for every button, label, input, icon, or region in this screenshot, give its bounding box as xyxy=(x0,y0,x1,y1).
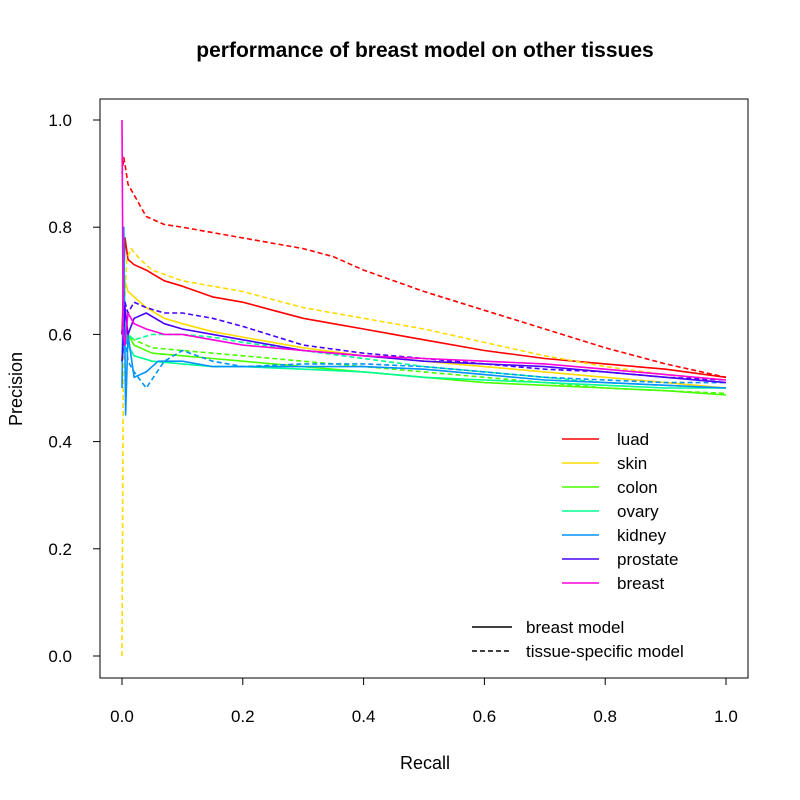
x-tick-label: 0.4 xyxy=(352,707,376,726)
series-line-kidney-breast-model xyxy=(121,226,727,416)
series-line-skin-breast-model xyxy=(121,279,727,389)
chart-title: performance of breast model on other tis… xyxy=(196,39,653,62)
legend-label-ovary: ovary xyxy=(617,502,659,521)
legend-label-colon: colon xyxy=(617,478,658,497)
series-line-prostate-tissue-specific xyxy=(121,301,727,381)
series-line-ovary-tissue-specific xyxy=(121,322,727,389)
legend: luad skin colon ovary kidney prostate breast br… xyxy=(472,430,684,661)
y-tick-label: 1.0 xyxy=(48,111,72,130)
series-layer xyxy=(121,119,727,657)
series-line-colon-tissue-specific xyxy=(121,333,727,395)
x-tick-label: 1.0 xyxy=(714,707,738,726)
x-tick-label: 0.2 xyxy=(231,707,255,726)
series-line-luad-breast-model xyxy=(121,237,727,379)
y-tick-label: 0.4 xyxy=(48,433,72,452)
y-tick-label: 0.0 xyxy=(48,647,72,666)
legend-linetype-label: tissue-specific model xyxy=(526,642,684,661)
series-line-luad-tissue-specific xyxy=(121,156,727,379)
y-axis-label: Precision xyxy=(6,352,26,426)
x-tick-label: 0.8 xyxy=(593,707,617,726)
legend-label-skin: skin xyxy=(617,454,647,473)
series-line-prostate-breast-model xyxy=(121,306,727,384)
x-axis-label: Recall xyxy=(400,753,450,773)
y-tick-label: 0.6 xyxy=(48,325,72,344)
legend-label-prostate: prostate xyxy=(617,550,678,569)
y-axis: 0.0 0.2 0.4 0.6 0.8 1.0 xyxy=(48,111,101,666)
x-axis: 0.0 0.2 0.4 0.6 0.8 1.0 xyxy=(110,677,738,726)
series-line-kidney-tissue-specific xyxy=(121,333,726,389)
y-tick-label: 0.8 xyxy=(48,218,72,237)
x-tick-label: 0.6 xyxy=(473,707,497,726)
series-line-colon-breast-model xyxy=(121,322,727,396)
legend-label-breast: breast xyxy=(617,574,665,593)
x-tick-label: 0.0 xyxy=(110,707,134,726)
legend-linetype-label: breast model xyxy=(526,618,624,637)
legend-label-kidney: kidney xyxy=(617,526,667,545)
series-line-skin-tissue-specific xyxy=(121,247,727,657)
y-tick-label: 0.2 xyxy=(48,540,72,559)
legend-label-luad: luad xyxy=(617,430,649,449)
series-line-breast-breast-model xyxy=(121,119,727,381)
